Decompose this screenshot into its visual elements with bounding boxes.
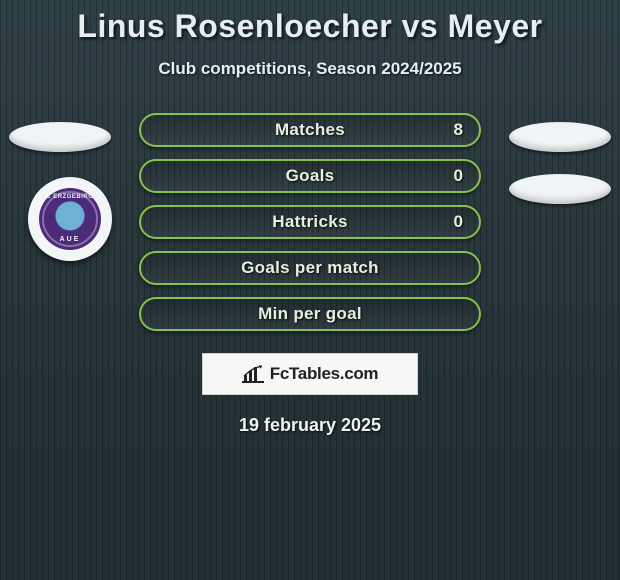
stat-bars: Matches 8 Goals 0 Hattricks 0 Goals per … bbox=[139, 113, 481, 331]
stat-label: Min per goal bbox=[258, 304, 362, 324]
stat-label: Goals bbox=[286, 166, 335, 186]
date-label: 19 february 2025 bbox=[0, 415, 620, 436]
stat-label: Hattricks bbox=[272, 212, 347, 232]
stat-label: Goals per match bbox=[241, 258, 379, 278]
stat-value: 0 bbox=[454, 166, 463, 186]
crest-text-bottom: AUE bbox=[39, 236, 101, 243]
banner-text: FcTables.com bbox=[270, 364, 379, 384]
club-crest-inner: FC ERZGEBIRGE AUE bbox=[39, 188, 101, 250]
club-crest: FC ERZGEBIRGE AUE bbox=[28, 177, 112, 261]
stat-value: 8 bbox=[454, 120, 463, 140]
stat-bar-matches: Matches 8 bbox=[139, 113, 481, 147]
stat-bar-min-per-goal: Min per goal bbox=[139, 297, 481, 331]
player-right-placeholder-1 bbox=[509, 122, 611, 152]
stat-value: 0 bbox=[454, 212, 463, 232]
player-right-placeholder-2 bbox=[509, 174, 611, 204]
page-title: Linus Rosenloecher vs Meyer bbox=[0, 8, 620, 45]
stat-bar-goals-per-match: Goals per match bbox=[139, 251, 481, 285]
subtitle: Club competitions, Season 2024/2025 bbox=[0, 59, 620, 79]
stat-bar-goals: Goals 0 bbox=[139, 159, 481, 193]
stat-label: Matches bbox=[275, 120, 345, 140]
stat-bar-hattricks: Hattricks 0 bbox=[139, 205, 481, 239]
fctables-banner[interactable]: FcTables.com bbox=[202, 353, 418, 395]
bar-chart-icon bbox=[242, 365, 264, 383]
crest-text-top: FC ERZGEBIRGE bbox=[39, 194, 101, 200]
player-left-placeholder bbox=[9, 122, 111, 152]
